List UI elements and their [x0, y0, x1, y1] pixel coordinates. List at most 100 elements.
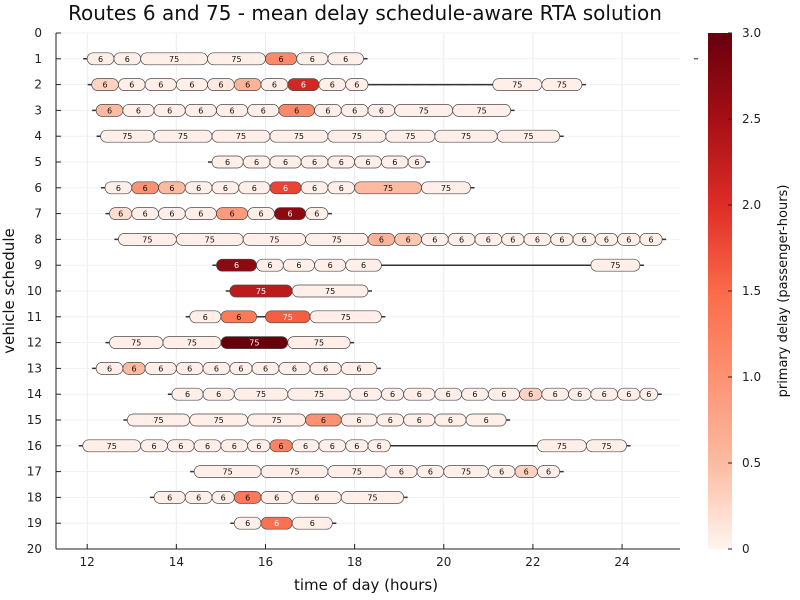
- trip-route-label: 6: [321, 416, 326, 425]
- trip-route-label: 6: [417, 390, 422, 399]
- trip-route-label: 6: [648, 235, 653, 244]
- trip-route-label: 6: [325, 106, 330, 115]
- trip-block: [291, 284, 369, 298]
- trip-route-label: 6: [501, 390, 506, 399]
- colorbar-tick-label: 0: [742, 542, 750, 556]
- trip-block: [220, 310, 257, 324]
- trip-route-label: 6: [361, 261, 366, 270]
- trip-route-label: 6: [205, 442, 210, 451]
- trip-route-label: 75: [214, 416, 224, 425]
- trip-route-label: 75: [523, 132, 533, 141]
- trip-route-label: 6: [234, 261, 239, 270]
- trip-route-label: 6: [602, 390, 607, 399]
- trip-route-label: 75: [314, 339, 324, 348]
- trip-route-label: 6: [258, 210, 263, 219]
- trip-route-label: 75: [557, 442, 567, 451]
- trip-route-label: 75: [314, 390, 324, 399]
- trip-route-label: 6: [626, 390, 631, 399]
- colorbar: 0 0.5 1.0 1.5 2.0 2.5 3.0: [694, 26, 761, 556]
- trip-route-label: 6: [196, 184, 201, 193]
- trip-route-label: 6: [169, 210, 174, 219]
- x-tick-label: 12: [80, 555, 95, 569]
- trip-route-label: 75: [205, 235, 215, 244]
- trip-route-label: 6: [225, 158, 230, 167]
- trip-route-label: 75: [249, 339, 259, 348]
- y-tick-label: 5: [34, 155, 42, 169]
- trip-route-label: 6: [314, 210, 319, 219]
- y-tick-label: 13: [27, 361, 42, 375]
- trip-route-label: 6: [310, 519, 315, 528]
- trip-route-label: 75: [610, 261, 620, 270]
- colorbar-tick-label: 1.0: [742, 370, 761, 384]
- y-tick-label: 2: [34, 78, 42, 92]
- trip-route-label: 6: [301, 81, 306, 90]
- trip-route-label: 75: [341, 313, 351, 322]
- trip-route-label: 6: [357, 416, 362, 425]
- trip-route-label: 6: [274, 493, 279, 502]
- trip-route-label: 6: [189, 81, 194, 90]
- trip-route-label: 6: [218, 81, 223, 90]
- trip-route-label: 6: [312, 158, 317, 167]
- trip-route-label: 75: [131, 339, 141, 348]
- trip-route-label: 6: [107, 106, 112, 115]
- trip-route-label: 6: [392, 158, 397, 167]
- trip-route-label: 6: [245, 519, 250, 528]
- trip-route-label: 6: [330, 81, 335, 90]
- trip-route-label: 6: [223, 184, 228, 193]
- trip-route-label: 6: [214, 364, 219, 373]
- trip-block: [465, 413, 507, 427]
- trip-route-label: 6: [198, 210, 203, 219]
- x-tick-label: 16: [258, 555, 273, 569]
- trip-route-label: 6: [98, 55, 103, 64]
- trip-route-label: 6: [107, 364, 112, 373]
- y-tick-label: 8: [34, 232, 42, 246]
- trip-route-label: 6: [459, 235, 464, 244]
- trip-route-label: 6: [267, 261, 272, 270]
- trip-route-label: 6: [379, 235, 384, 244]
- trip-route-label: 6: [203, 313, 208, 322]
- trip-route-label: 75: [419, 106, 429, 115]
- trip-block: [421, 181, 471, 195]
- trip-route-label: 75: [477, 106, 487, 115]
- trip-route-label: 6: [417, 416, 422, 425]
- trip-route-label: 6: [357, 364, 362, 373]
- trip-route-label: 6: [559, 235, 564, 244]
- trip-route-label: 6: [486, 235, 491, 244]
- x-tick-label: 22: [525, 555, 540, 569]
- trip-route-label: 6: [245, 81, 250, 90]
- colorbar-tick-label: 2.5: [742, 112, 761, 126]
- trip-block: [496, 129, 561, 143]
- trip-route-label: 75: [142, 235, 152, 244]
- y-tick-label: 6: [34, 181, 42, 195]
- trip-route-label: 6: [646, 390, 651, 399]
- trip-route-label: 6: [118, 210, 123, 219]
- trip-route-label: 6: [323, 364, 328, 373]
- y-tick-label: 19: [27, 516, 42, 530]
- trip-route-label: 6: [185, 390, 190, 399]
- trip-route-label: 75: [405, 132, 415, 141]
- x-tick-label: 20: [436, 555, 451, 569]
- trip-route-label: 6: [388, 416, 393, 425]
- y-tick-label: 18: [27, 490, 42, 504]
- y-tick-label: 3: [34, 103, 42, 117]
- trip-route-label: 75: [441, 184, 451, 193]
- trip-route-label: 75: [383, 184, 393, 193]
- trip-block: [291, 516, 333, 530]
- trip-route-label: 6: [414, 158, 419, 167]
- trip-route-label: 6: [238, 364, 243, 373]
- trip-block: [340, 362, 378, 375]
- trip-block: [327, 52, 364, 66]
- trip-route-label: 6: [312, 184, 317, 193]
- trip-route-label: 6: [582, 235, 587, 244]
- trip-route-label: 6: [354, 442, 359, 451]
- x-axis-title: time of day (hours): [294, 576, 438, 594]
- trip-route-label: 6: [178, 442, 183, 451]
- trip-route-label: 6: [499, 468, 504, 477]
- trip-block: [340, 491, 405, 504]
- trip-route-label: 6: [535, 235, 540, 244]
- chart-title: Routes 6 and 75 - mean delay schedule-aw…: [68, 1, 662, 25]
- trip-block: [586, 439, 627, 453]
- trip-route-label: 6: [626, 235, 631, 244]
- trip-route-label: 6: [261, 106, 266, 115]
- trip-route-label: 6: [236, 313, 241, 322]
